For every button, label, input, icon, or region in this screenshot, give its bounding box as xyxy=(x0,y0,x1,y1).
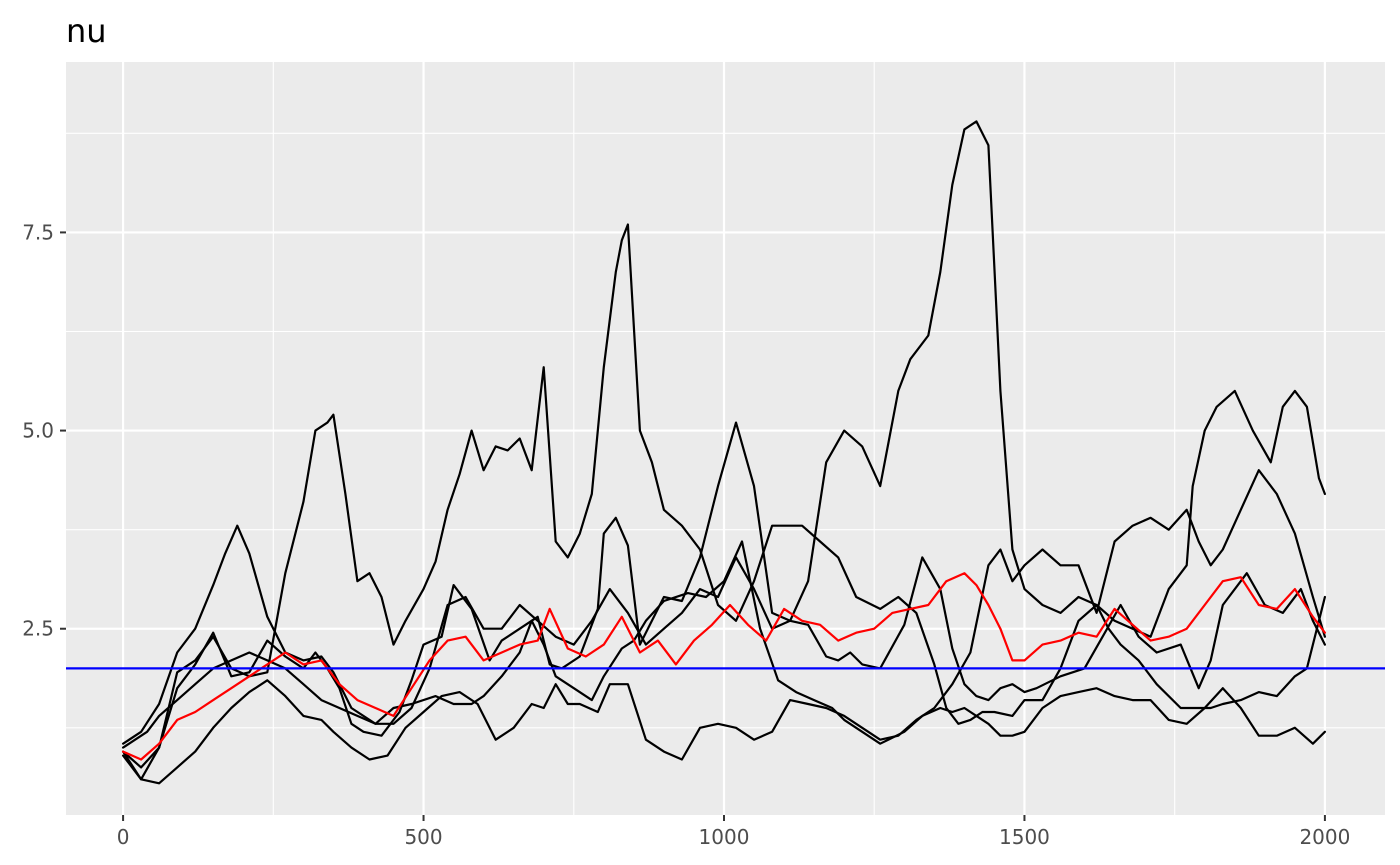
x-axis: 0 500 1000 1500 2000 xyxy=(117,815,1350,849)
chain-series-line-4 xyxy=(121,469,1327,785)
grid-major xyxy=(66,62,1385,815)
x-tick-label: 2000 xyxy=(1299,825,1350,849)
chain-series-line-3 xyxy=(121,223,1327,781)
plot-panel xyxy=(66,62,1385,815)
chain-series-line-2 xyxy=(121,421,1327,769)
y-tick-label: 7.5 xyxy=(22,220,54,244)
grid-minor xyxy=(66,62,1385,815)
series-layer xyxy=(121,120,1327,785)
y-tick-label: 5.0 xyxy=(22,419,54,443)
chart-title: nu xyxy=(66,12,107,50)
x-tick-label: 1500 xyxy=(999,825,1050,849)
x-tick-label: 500 xyxy=(404,825,442,849)
y-tick-label: 2.5 xyxy=(22,617,54,641)
x-tick-label: 0 xyxy=(117,825,130,849)
y-axis: 2.5 5.0 7.5 xyxy=(22,220,66,641)
x-tick-label: 1000 xyxy=(699,825,750,849)
mean-series-line xyxy=(121,572,1327,761)
